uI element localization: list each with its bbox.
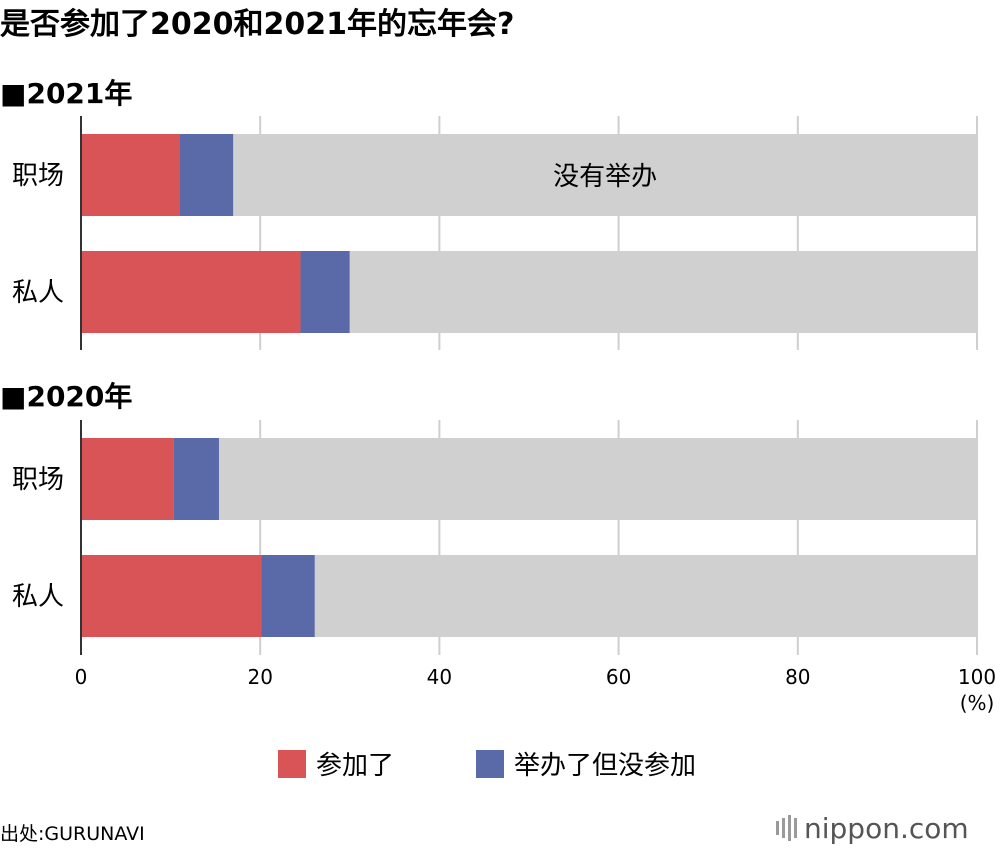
x-tick-label: 60 xyxy=(606,665,631,689)
bar-segment xyxy=(81,438,174,520)
x-tick-label: 40 xyxy=(427,665,452,689)
source-note: 出处:GURUNAVI xyxy=(0,823,145,845)
legend: 参加了 举办了但没参加 xyxy=(278,750,696,781)
panel-label: ■2020年 xyxy=(0,380,132,413)
x-tick-label: 0 xyxy=(75,665,88,689)
category-label: 私人 xyxy=(12,278,64,308)
bar-segment xyxy=(218,438,977,520)
x-tick-label: 20 xyxy=(247,665,272,689)
x-tick-label: 80 xyxy=(785,665,810,689)
chart-title: 是否参加了2020和2021年的忘年会? xyxy=(0,7,514,42)
bar-segment xyxy=(233,134,977,216)
category-label: 职场 xyxy=(12,465,64,495)
legend-swatch xyxy=(476,750,504,778)
x-axis: 0 20 40 60 80 100 xyxy=(75,665,996,689)
panel-label: ■2021年 xyxy=(0,77,132,110)
x-axis-unit: (%) xyxy=(960,691,995,715)
bar-segment xyxy=(81,555,262,637)
bar-segment xyxy=(314,555,978,637)
bar-segment xyxy=(261,555,315,637)
legend-label: 举办了但没参加 xyxy=(514,751,696,781)
legend-swatch xyxy=(278,750,306,778)
bar-segment xyxy=(81,134,180,216)
category-label: 职场 xyxy=(12,161,64,191)
bar-segment xyxy=(179,134,234,216)
brand-logo-icon xyxy=(776,815,797,841)
bar-segment xyxy=(173,438,219,520)
x-tick-label: 100 xyxy=(958,665,996,689)
brand-text: nippon.com xyxy=(804,812,969,845)
category-label: 私人 xyxy=(12,582,64,612)
brand-logo: nippon.com xyxy=(776,812,969,845)
bar-segment xyxy=(349,251,977,333)
bar-segment xyxy=(300,251,350,333)
bar-annotation: 没有举办 xyxy=(553,162,657,192)
bar-segment xyxy=(81,251,301,333)
legend-label: 参加了 xyxy=(316,751,394,781)
